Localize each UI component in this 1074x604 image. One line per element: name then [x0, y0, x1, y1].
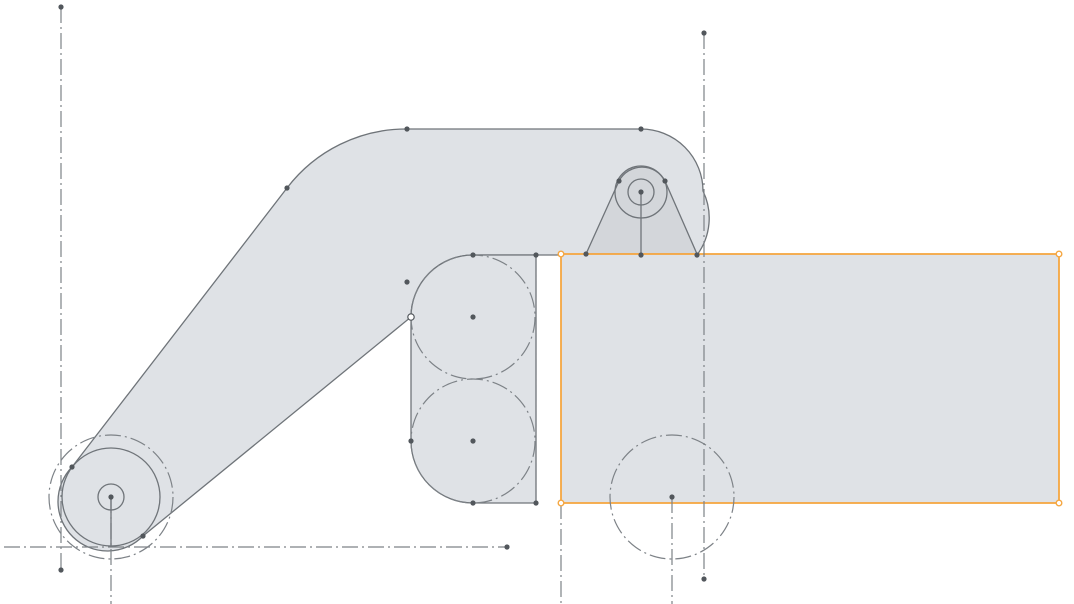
vertex-point[interactable] — [701, 576, 707, 582]
vertex-point[interactable] — [533, 500, 539, 506]
vertex-point[interactable] — [140, 533, 146, 539]
vertex-point[interactable] — [638, 252, 644, 258]
upper-pivot-circle[interactable] — [614, 165, 668, 219]
rectangle-corner-point[interactable] — [1055, 250, 1063, 258]
rectangle-corner-point[interactable] — [557, 499, 565, 507]
vertex-point[interactable] — [701, 30, 707, 36]
vertex-point[interactable] — [638, 189, 644, 195]
vertex-point[interactable] — [533, 252, 539, 258]
vertex-point[interactable] — [404, 279, 410, 285]
vertex-point[interactable] — [470, 438, 476, 444]
base-construction-arc[interactable] — [48, 434, 174, 560]
wheel-construction-circle[interactable] — [609, 434, 735, 560]
edges-layer — [61, 165, 668, 547]
vertex-point[interactable] — [669, 494, 675, 500]
rectangle-corner-point[interactable] — [557, 250, 565, 258]
vertex-point[interactable] — [404, 126, 410, 132]
rectangle[interactable] — [560, 253, 1060, 504]
vertex-point[interactable] — [470, 314, 476, 320]
vertex-point[interactable] — [638, 126, 644, 132]
vertex-point[interactable] — [284, 185, 290, 191]
vertex-point[interactable] — [616, 178, 622, 184]
vertex-point[interactable] — [108, 494, 114, 500]
upper-pivot-hole[interactable] — [627, 178, 655, 206]
vertex-point[interactable] — [583, 251, 589, 257]
tangent-vertex[interactable] — [407, 313, 415, 321]
vertex-point[interactable] — [470, 252, 476, 258]
vertex-point[interactable] — [408, 438, 414, 444]
vertex-point[interactable] — [69, 464, 75, 470]
vertex-point[interactable] — [58, 567, 64, 573]
vertex-point[interactable] — [504, 544, 510, 550]
vertex-point[interactable] — [694, 252, 700, 258]
vertex-point[interactable] — [58, 4, 64, 10]
regions-layer — [57, 128, 1060, 552]
vertex-point[interactable] — [470, 500, 476, 506]
vertices-layer — [58, 4, 1063, 582]
rectangle-corner-point[interactable] — [1055, 499, 1063, 507]
vertex-point[interactable] — [662, 178, 668, 184]
